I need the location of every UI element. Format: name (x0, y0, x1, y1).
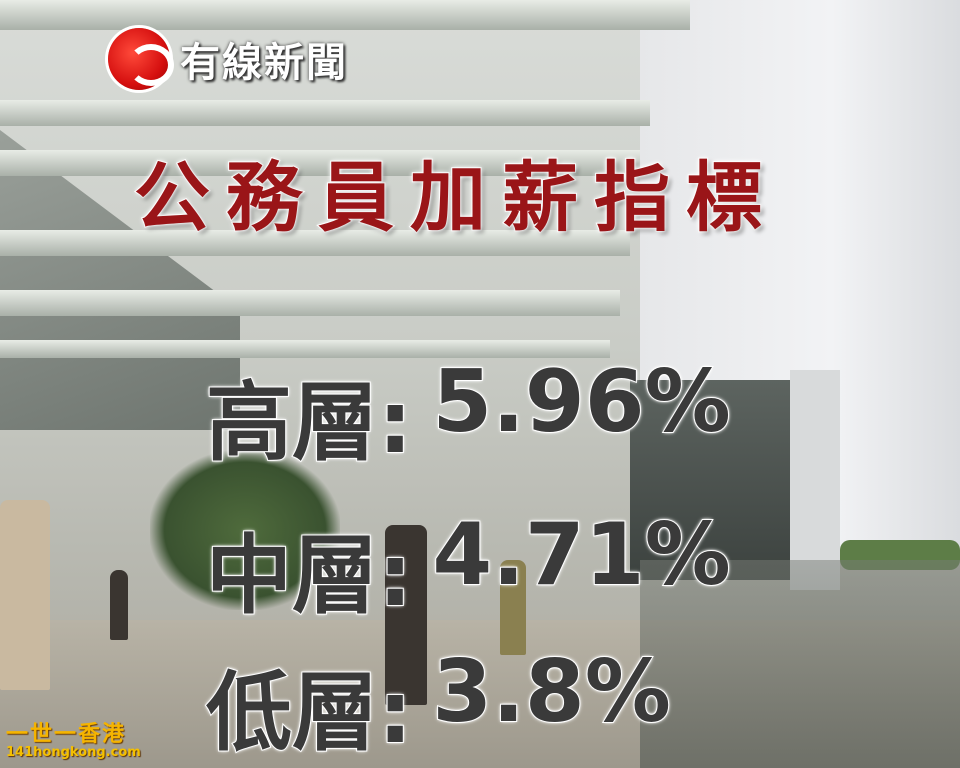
rise-value: 5.96% (431, 351, 731, 453)
canopy (0, 290, 620, 316)
watermark: 一世一香港 141hongkong.com (6, 722, 141, 760)
rank-label: 高層: (205, 372, 413, 474)
pay-rise-row-senior: 高層: 5.96% (205, 351, 732, 477)
rise-value: 3.8% (431, 641, 672, 743)
person (0, 500, 50, 690)
cable-news-logo-icon (108, 28, 174, 90)
rise-value: 4.71% (431, 504, 731, 606)
canopy (0, 150, 640, 176)
pay-rise-row-middle: 中層: 4.71% (205, 504, 732, 630)
watermark-title: 一世一香港 (6, 722, 127, 747)
tree (150, 450, 340, 610)
watermark-site: 141hongkong.com (6, 745, 141, 760)
headline: 公務員加薪指標 (133, 152, 778, 243)
building-glass (630, 380, 790, 580)
channel-logo: 有線新聞 (108, 28, 348, 90)
canopy (0, 230, 630, 256)
person (385, 525, 427, 705)
pay-rise-row-junior: 低層: 3.8% (205, 641, 672, 767)
channel-logo-text: 有線新聞 (180, 40, 348, 86)
canopy (0, 100, 650, 126)
canopy (0, 340, 610, 358)
person (110, 570, 128, 640)
rank-label: 中層: (205, 525, 413, 627)
person (500, 560, 526, 655)
rank-label: 低層: (205, 662, 413, 764)
glass-railing (640, 560, 960, 768)
canopy (0, 0, 690, 30)
pillar (790, 370, 840, 590)
